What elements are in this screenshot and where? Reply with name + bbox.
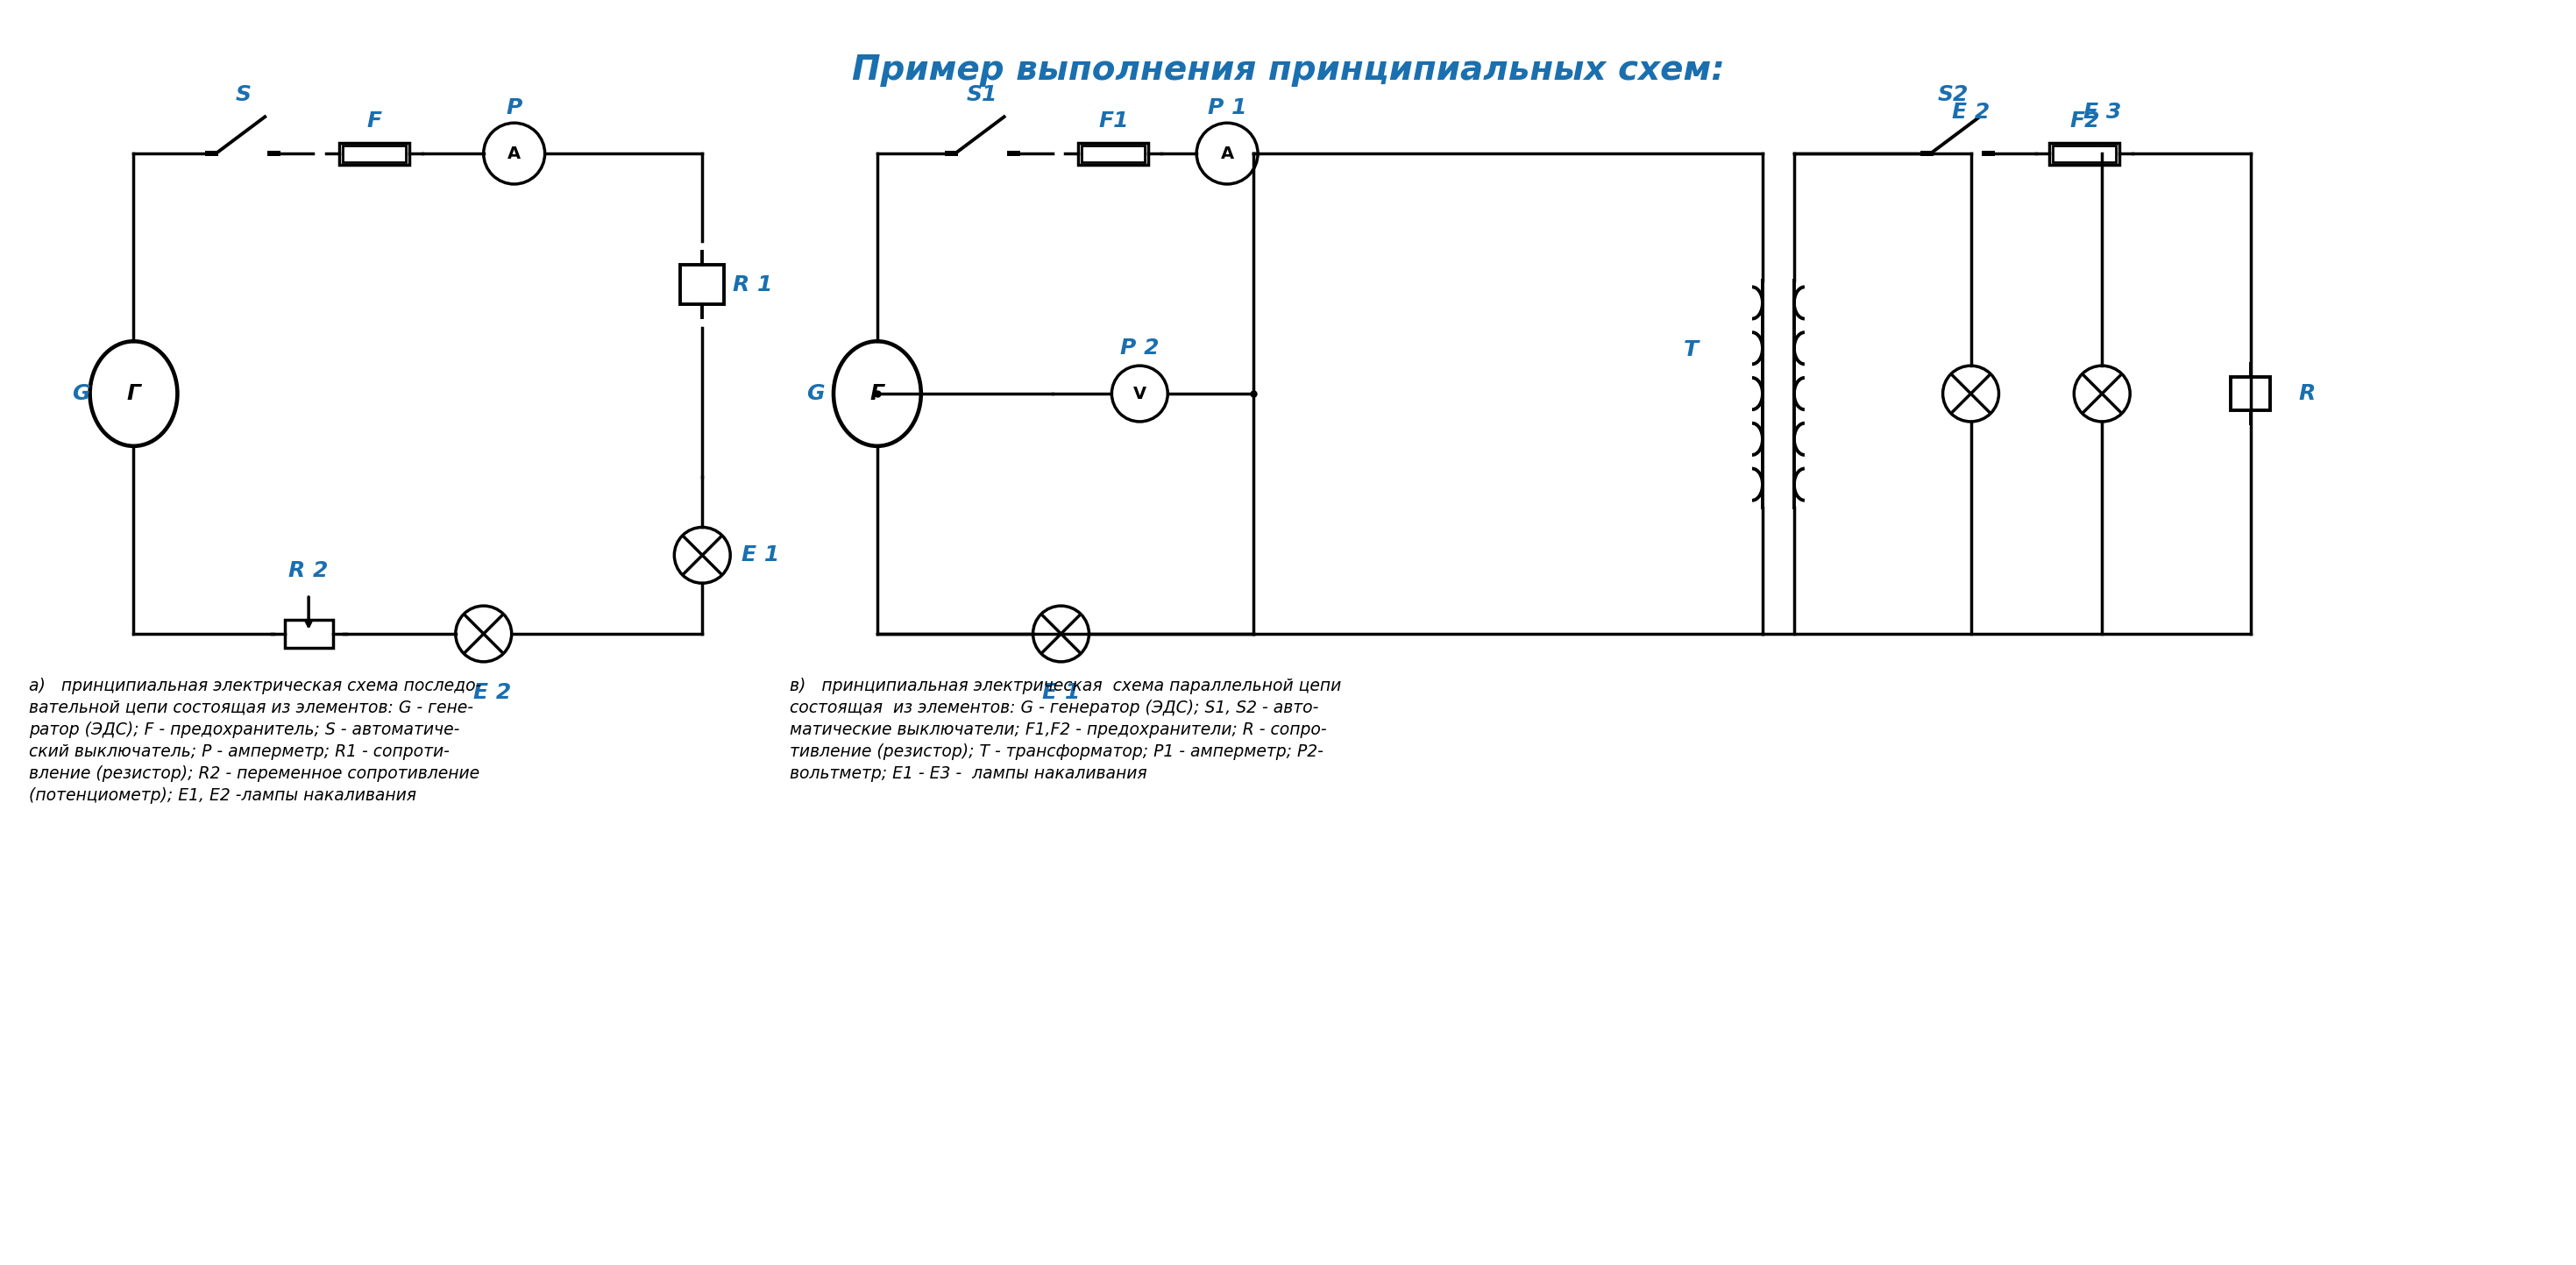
Bar [340,143,410,164]
Text: T: T [1682,339,1698,361]
Text: R: R [2298,383,2316,405]
Text: E 2: E 2 [474,682,510,703]
Text: E 3: E 3 [2084,102,2120,123]
Text: E 1: E 1 [742,545,781,565]
Text: E 2: E 2 [1953,102,1989,123]
Text: A: A [507,145,520,162]
Text: S1: S1 [966,85,997,105]
Bar [343,145,407,162]
Text: P 1: P 1 [1208,97,1247,119]
Text: S: S [234,85,250,105]
Text: V: V [1133,386,1146,402]
Text: R 2: R 2 [289,560,330,582]
Bar [1082,145,1144,162]
Bar [2053,145,2115,162]
Text: G: G [806,383,824,405]
Text: в)   принципиальная электрическая  схема параллельной цепи
состоящая  из элемент: в) принципиальная электрическая схема па… [791,678,1342,782]
Bar [680,264,724,304]
Text: R 1: R 1 [734,275,773,295]
Text: Г: Г [126,383,142,405]
Text: F2: F2 [2069,110,2099,132]
Text: P: P [505,97,523,119]
Bar [2231,377,2269,410]
Text: F: F [366,110,381,132]
Text: G: G [72,383,90,405]
Text: F1: F1 [1097,110,1128,132]
Text: P 2: P 2 [1121,338,1159,359]
Bar [2050,143,2120,164]
Bar [283,620,332,648]
Text: A: A [1221,145,1234,162]
Bar [1079,143,1149,164]
Text: S2: S2 [1937,85,1968,105]
Text: Г: Г [871,383,884,405]
Text: Пример выполнения принципиальных схем:: Пример выполнения принципиальных схем: [853,53,1726,86]
Text: E 1: E 1 [1043,682,1079,703]
Text: а)   принципиальная электрическая схема последо-
вательной цепи состоящая из эле: а) принципиальная электрическая схема по… [28,678,482,803]
